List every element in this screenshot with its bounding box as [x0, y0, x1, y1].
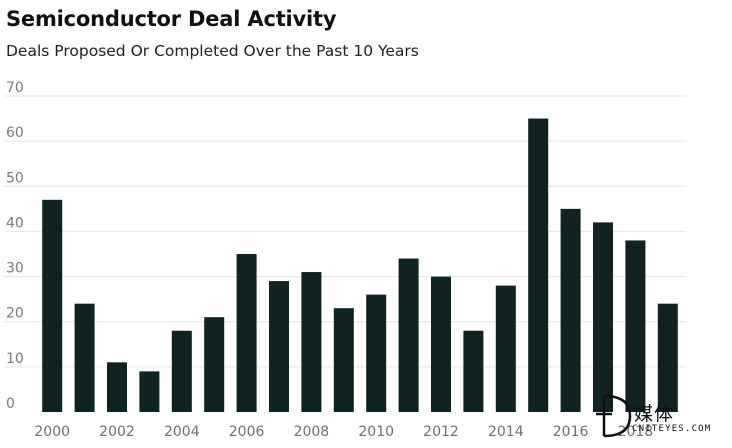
bar-2011	[398, 258, 419, 412]
watermark-en-text: CNITEYES.COM	[632, 424, 712, 434]
bar-2016	[560, 208, 581, 412]
bar-2002	[107, 362, 127, 412]
y-tick-label: 40	[6, 215, 24, 231]
bar-2003	[139, 371, 160, 412]
watermark-logo-icon	[596, 394, 632, 438]
x-tick-label: 2004	[164, 424, 200, 440]
bar-2000	[42, 199, 63, 412]
y-tick-label: 0	[6, 396, 15, 412]
bar-2006	[236, 254, 257, 412]
y-tick-label: 30	[6, 261, 24, 277]
chart-title: Semiconductor Deal Activity	[6, 7, 337, 31]
bar-2012	[431, 276, 451, 412]
bar-2009	[333, 308, 354, 412]
y-axis-ticks: 0 10 20 30 40 50 60 70	[6, 80, 24, 412]
bars	[42, 118, 678, 413]
x-tick-label: 2000	[34, 424, 70, 440]
bar-2004	[171, 330, 192, 412]
bar-2015	[528, 118, 549, 413]
bar-2013	[463, 330, 484, 412]
x-tick-label: 2014	[488, 424, 524, 440]
y-tick-label: 20	[6, 306, 24, 322]
x-tick-label: 2002	[99, 424, 135, 440]
y-tick-label: 60	[6, 125, 24, 141]
x-tick-label: 2012	[423, 424, 459, 440]
bar-2014	[495, 285, 516, 412]
x-tick-label: 2008	[294, 424, 330, 440]
bar-2010	[366, 294, 387, 412]
x-tick-label: 2010	[358, 424, 394, 440]
bar-2008	[301, 272, 322, 412]
y-tick-label: 70	[6, 80, 24, 96]
bar-2005	[204, 317, 225, 412]
watermark-cn-text: 媒体	[634, 403, 675, 425]
x-tick-label: 2016	[553, 424, 589, 440]
x-axis-ticks: 2000 2002 2004 2006 2008 2010 2012 2014 2016 2018	[34, 424, 653, 440]
bar-2001	[74, 303, 95, 412]
bar-2019	[657, 303, 678, 412]
chart-subtitle: Deals Proposed Or Completed Over the Pas…	[6, 42, 419, 60]
bar-2018	[625, 240, 646, 412]
x-tick-label: 2006	[229, 424, 265, 440]
y-tick-label: 50	[6, 170, 24, 186]
y-tick-label: 10	[6, 351, 24, 367]
bar-2017	[593, 222, 613, 412]
bar-2007	[269, 281, 289, 412]
